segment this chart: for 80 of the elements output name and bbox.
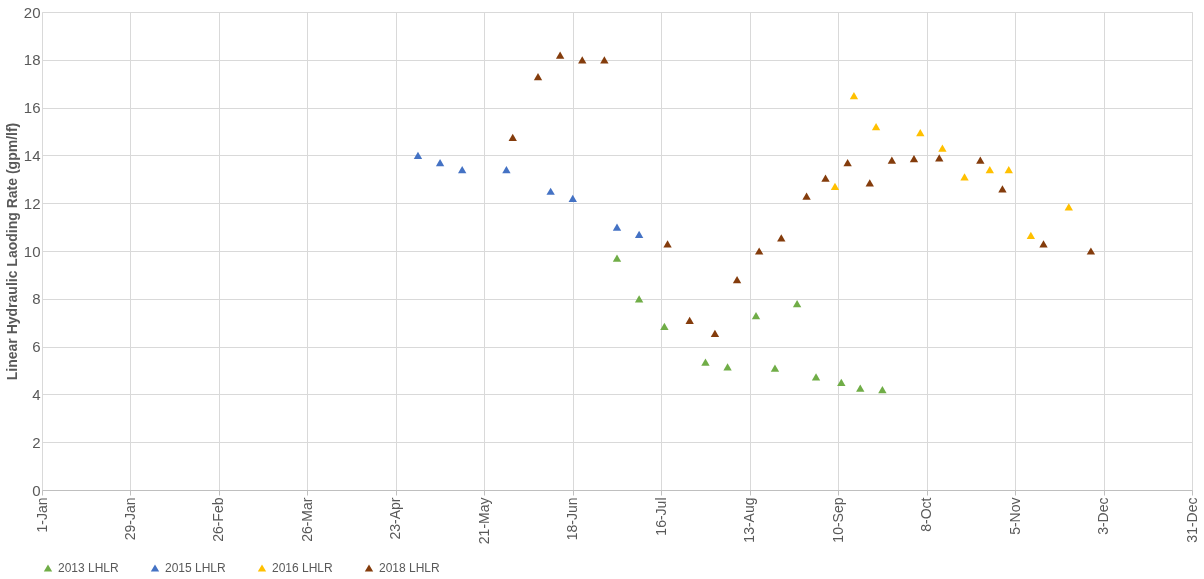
y-tick-label: 12: [23, 194, 41, 212]
point: [1026, 231, 1036, 240]
point: [878, 386, 887, 394]
x-tick-label: 18-Jun: [564, 497, 581, 541]
point: [770, 364, 780, 372]
x-tick-label: 10-Sep: [829, 497, 846, 543]
x-tick-label: 26-Feb: [210, 497, 227, 542]
y-tick-label: 0: [32, 481, 41, 499]
point: [701, 358, 710, 366]
y-tick-label: 10: [23, 242, 41, 260]
point: [435, 158, 445, 167]
point: [830, 182, 840, 191]
point: [887, 156, 897, 164]
point: [660, 322, 669, 330]
point: [1086, 247, 1096, 255]
point: [685, 316, 694, 324]
y-tick-label: 14: [23, 146, 41, 164]
point: [865, 179, 874, 187]
point: [578, 56, 587, 64]
point: [856, 384, 865, 392]
point: [413, 151, 423, 160]
x-tick-label: 5-Nov: [1006, 497, 1023, 535]
point: [732, 276, 742, 284]
point: [843, 158, 852, 167]
point: [1064, 203, 1073, 211]
point: [821, 174, 830, 182]
point: [710, 329, 720, 338]
point: [508, 133, 517, 142]
point: [935, 154, 944, 162]
x-tick-label: 16-Jul: [652, 497, 669, 536]
y-tick-label: 6: [32, 338, 41, 356]
point: [568, 194, 577, 203]
point: [458, 166, 467, 174]
point: [837, 378, 846, 387]
y-tick-label: 4: [32, 385, 41, 403]
point: [751, 311, 761, 320]
y-tick-label: 18: [23, 51, 41, 69]
point: [555, 51, 565, 59]
point: [754, 247, 764, 255]
x-tick-label: 8-Oct: [918, 497, 935, 532]
point: [976, 156, 985, 164]
point: [938, 144, 947, 152]
point: [546, 187, 555, 195]
point: [634, 230, 644, 238]
x-tick-label: 29-Jan: [121, 497, 138, 541]
y-tick-label: 2: [32, 433, 41, 451]
point: [502, 166, 511, 174]
legend-label: 2013 LHLR: [58, 561, 120, 575]
point: [985, 166, 994, 174]
legend-label: 2018 LHLR: [379, 561, 441, 575]
y-tick-label: 16: [23, 99, 41, 117]
point: [871, 123, 881, 131]
point: [612, 223, 622, 231]
x-tick-label: 31-Dec: [1183, 497, 1200, 543]
x-tick-label: 1-Jan: [33, 497, 50, 533]
point: [533, 72, 543, 81]
point: [811, 373, 821, 381]
point: [909, 155, 919, 163]
point: [802, 192, 811, 200]
point: [663, 240, 672, 248]
x-tick-label: 23-Apr: [387, 497, 404, 540]
point: [634, 295, 644, 303]
x-tick-label: 26-Mar: [298, 497, 315, 542]
point: [612, 254, 622, 262]
point: [600, 56, 609, 64]
point: [960, 173, 969, 181]
y-axis-title: Linear Hydraulic Laoding Rate (gpm/lf): [3, 122, 20, 381]
x-tick-label: 21-May: [475, 497, 492, 545]
point: [1039, 240, 1048, 248]
point: [792, 299, 802, 308]
point: [1004, 166, 1013, 174]
point: [849, 92, 859, 100]
point: [723, 363, 732, 371]
point: [916, 129, 925, 137]
legend-label: 2016 LHLR: [272, 561, 334, 575]
y-tick-label: 8: [32, 290, 41, 308]
x-tick-label: 3-Dec: [1095, 497, 1112, 535]
x-tick-label: 13-Aug: [741, 497, 758, 543]
y-tick-label: 20: [23, 3, 41, 21]
legend-label: 2015 LHLR: [165, 561, 227, 575]
